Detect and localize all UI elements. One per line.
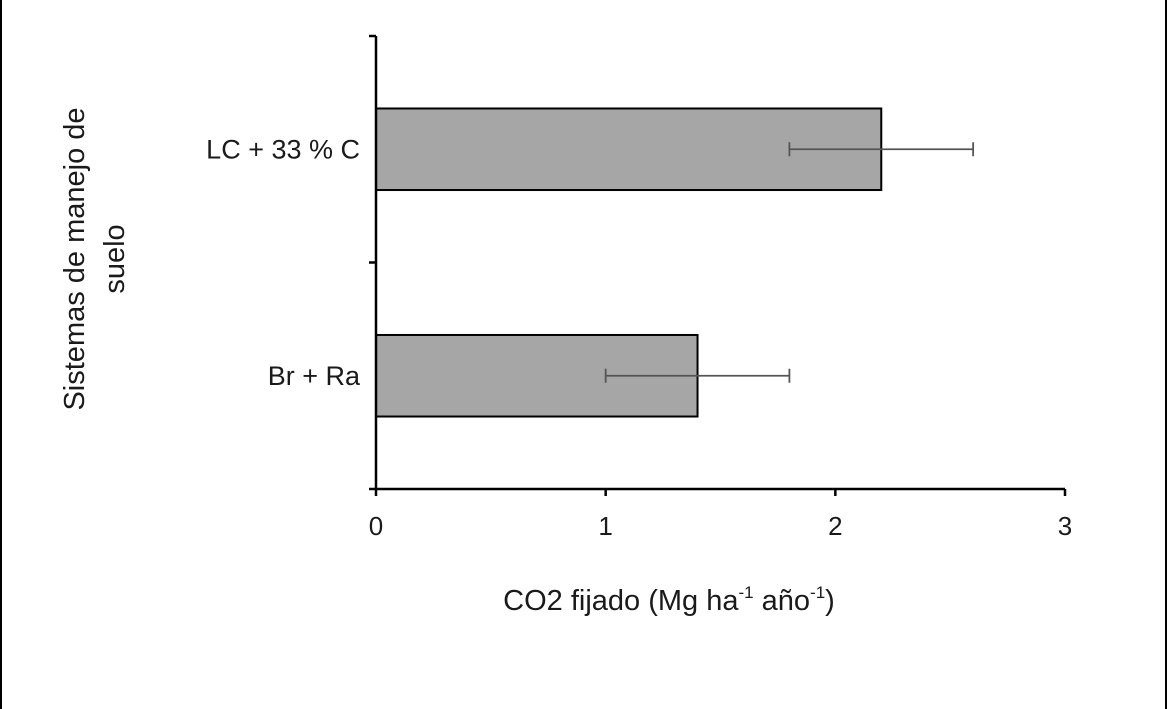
x-tick-label: 1 [598,511,612,541]
x-axis-title-sup1: -1 [738,583,753,602]
error-bars-layer [604,142,975,383]
x-axis-title: CO2 fijado (Mg ha-1 año-1) [503,583,835,617]
x-tick-label: 3 [1058,511,1072,541]
category-label-1: LC + 33 % C [206,134,360,164]
bars-layer [375,107,883,418]
ticks-layer [369,34,1067,496]
labels-layer: LC + 33 % C Br + Ra 0 1 2 3 [206,134,1072,541]
x-axis-title-end: ) [825,585,835,617]
axes-layer [374,36,1065,491]
y-axis-title-line1: Sistemas de manejo de [59,107,91,410]
x-axis-title-sup2: -1 [810,583,825,602]
x-tick-label: 2 [828,511,842,541]
x-axis-title-mid: año [754,585,810,617]
y-axis-title-line2: suelo [99,224,131,293]
x-tick-label: 0 [369,511,383,541]
x-axis-title-main: CO2 fijado (Mg ha [503,585,739,617]
category-label-2: Br + Ra [268,361,361,391]
